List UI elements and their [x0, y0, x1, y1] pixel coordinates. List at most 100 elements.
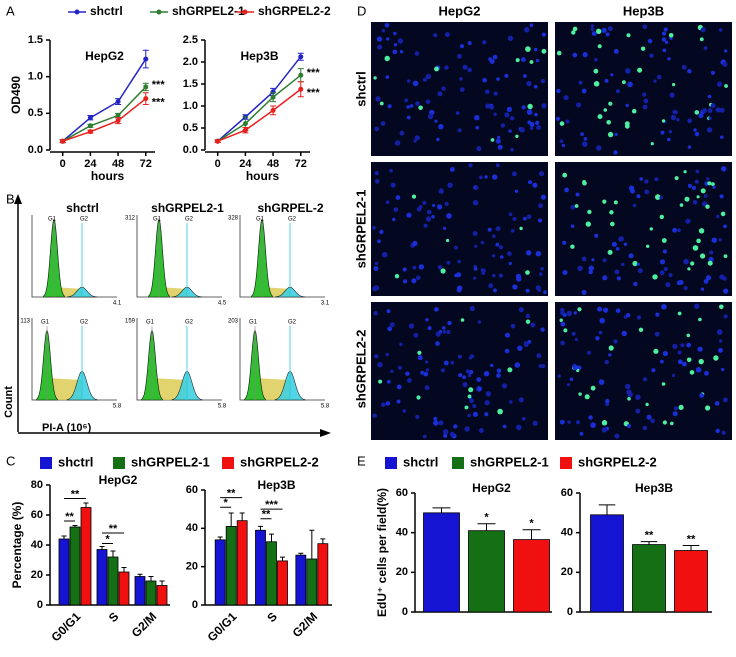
nucleus — [422, 77, 427, 82]
nucleus — [415, 101, 420, 106]
flow-x-label: PI-A (10⁶) — [42, 422, 92, 434]
nucleus — [582, 141, 588, 147]
nucleus — [532, 182, 538, 188]
nucleus — [563, 313, 567, 317]
nucleus — [459, 77, 463, 81]
nucleus — [615, 89, 621, 94]
nucleus — [427, 326, 432, 331]
nucleus — [514, 189, 519, 193]
nucleus — [653, 348, 659, 354]
nucleus — [570, 204, 576, 210]
bar — [317, 543, 329, 606]
nucleus — [512, 284, 518, 290]
x-tick-label: 48 — [112, 158, 124, 170]
nucleus — [467, 373, 472, 378]
nucleus — [623, 242, 628, 246]
nucleus — [468, 163, 473, 168]
data-point — [242, 121, 248, 127]
nucleus — [575, 192, 580, 197]
bar — [266, 541, 277, 606]
nucleus — [484, 412, 489, 417]
nucleus — [443, 360, 449, 366]
nucleus — [475, 125, 480, 130]
nucleus — [660, 130, 665, 135]
nucleus — [700, 188, 706, 194]
legend-label: shGRPEL2-1 — [131, 454, 210, 469]
nucleus — [485, 89, 490, 95]
nucleus — [467, 41, 472, 46]
nucleus — [457, 285, 463, 291]
nucleus — [576, 420, 580, 425]
nucleus — [525, 288, 530, 293]
legend-swatch — [385, 457, 397, 469]
y-tick-label: 60 — [186, 484, 198, 496]
nucleus — [621, 330, 627, 337]
nucleus — [643, 98, 649, 104]
error-bar — [159, 580, 165, 586]
nucleus — [581, 88, 587, 94]
nucleus — [418, 264, 424, 270]
flow-ymax: 328 — [228, 216, 239, 222]
nucleus — [474, 115, 480, 121]
error-bar — [477, 523, 496, 531]
nucleus — [476, 146, 482, 152]
nucleus — [596, 145, 602, 151]
nucleus — [698, 228, 705, 234]
nucleus — [644, 189, 650, 195]
nucleus — [403, 279, 408, 284]
flow-xmax: 5.8 — [321, 404, 330, 410]
significance: *** — [152, 79, 166, 91]
nucleus — [677, 281, 681, 286]
nucleus — [708, 116, 712, 120]
nucleus — [618, 236, 624, 242]
nucleus — [462, 64, 468, 70]
nucleus — [416, 395, 421, 400]
panel-letter: D — [357, 3, 366, 18]
bar — [214, 539, 226, 606]
nucleus — [380, 121, 386, 126]
data-point — [115, 99, 121, 105]
flow-ymax: 203 — [228, 319, 239, 325]
nucleus — [590, 422, 596, 428]
nucleus — [453, 424, 458, 429]
nucleus — [597, 306, 603, 312]
nucleus — [580, 132, 584, 137]
nucleus — [535, 285, 541, 291]
nucleus — [700, 253, 706, 259]
nucleus — [422, 200, 427, 205]
data-point — [298, 54, 304, 60]
nucleus — [559, 419, 565, 425]
nucleus — [425, 360, 429, 364]
x-tick-label: 48 — [267, 158, 279, 170]
nucleus — [420, 370, 424, 375]
x-tick-label: 72 — [295, 158, 307, 170]
nucleus — [626, 33, 631, 38]
significance: ** — [687, 533, 696, 545]
nucleus — [474, 186, 479, 190]
nucleus — [473, 276, 477, 280]
nucleus — [443, 433, 448, 438]
nucleus — [396, 399, 401, 404]
nucleus — [414, 135, 420, 141]
data-point — [215, 138, 221, 144]
nucleus — [467, 413, 471, 418]
nucleus — [668, 273, 673, 278]
nucleus — [683, 170, 687, 174]
bar — [236, 520, 248, 606]
panel-letter: B — [6, 191, 15, 206]
nucleus — [723, 314, 728, 319]
nucleus — [590, 385, 596, 391]
nucleus — [514, 362, 521, 368]
nucleus — [454, 245, 458, 250]
nucleus — [512, 217, 517, 221]
nucleus — [719, 274, 725, 280]
nucleus — [656, 74, 662, 80]
nucleus — [493, 112, 497, 117]
nucleus — [684, 196, 690, 202]
nucleus — [694, 131, 700, 137]
bar — [513, 539, 550, 613]
nucleus — [392, 49, 398, 55]
nucleus — [661, 119, 666, 123]
nucleus — [540, 78, 546, 84]
nucleus — [642, 425, 648, 431]
